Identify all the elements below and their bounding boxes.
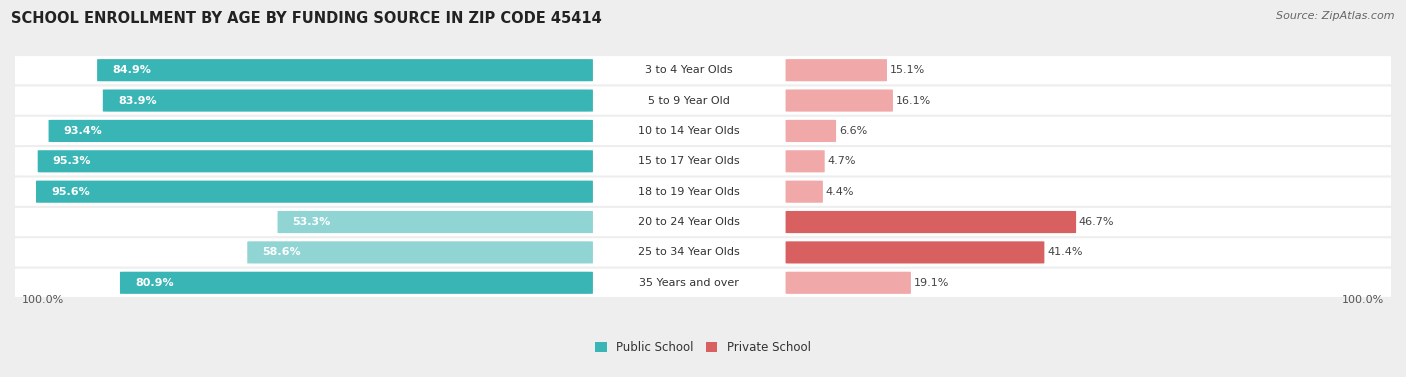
FancyBboxPatch shape [15,238,1391,267]
Text: 6.6%: 6.6% [839,126,868,136]
Text: 4.4%: 4.4% [825,187,855,197]
FancyBboxPatch shape [15,56,1391,84]
FancyBboxPatch shape [15,147,1391,175]
Text: 83.9%: 83.9% [118,95,156,106]
Legend: Public School, Private School: Public School, Private School [595,341,811,354]
FancyBboxPatch shape [37,181,593,203]
FancyBboxPatch shape [15,208,1391,236]
Text: 10 to 14 Year Olds: 10 to 14 Year Olds [638,126,740,136]
FancyBboxPatch shape [15,117,1391,145]
FancyBboxPatch shape [786,181,823,203]
FancyBboxPatch shape [15,269,1391,297]
Text: 80.9%: 80.9% [135,278,174,288]
Text: 18 to 19 Year Olds: 18 to 19 Year Olds [638,187,740,197]
FancyBboxPatch shape [786,89,893,112]
FancyBboxPatch shape [786,272,911,294]
Text: 84.9%: 84.9% [112,65,150,75]
Text: 15 to 17 Year Olds: 15 to 17 Year Olds [638,156,740,166]
FancyBboxPatch shape [786,211,1076,233]
FancyBboxPatch shape [247,241,593,264]
FancyBboxPatch shape [38,150,593,172]
FancyBboxPatch shape [15,178,1391,206]
Text: 41.4%: 41.4% [1047,247,1083,257]
Text: 3 to 4 Year Olds: 3 to 4 Year Olds [645,65,733,75]
Text: 100.0%: 100.0% [1341,296,1384,305]
Text: SCHOOL ENROLLMENT BY AGE BY FUNDING SOURCE IN ZIP CODE 45414: SCHOOL ENROLLMENT BY AGE BY FUNDING SOUR… [11,11,602,26]
FancyBboxPatch shape [786,150,825,172]
FancyBboxPatch shape [49,120,593,142]
Text: 25 to 34 Year Olds: 25 to 34 Year Olds [638,247,740,257]
Text: 93.4%: 93.4% [63,126,103,136]
Text: 4.7%: 4.7% [828,156,856,166]
FancyBboxPatch shape [277,211,593,233]
Text: Source: ZipAtlas.com: Source: ZipAtlas.com [1277,11,1395,21]
Text: 46.7%: 46.7% [1078,217,1115,227]
Text: 100.0%: 100.0% [22,296,65,305]
Text: 19.1%: 19.1% [914,278,949,288]
Text: 58.6%: 58.6% [263,247,301,257]
FancyBboxPatch shape [15,86,1391,115]
Text: 20 to 24 Year Olds: 20 to 24 Year Olds [638,217,740,227]
Text: 5 to 9 Year Old: 5 to 9 Year Old [648,95,730,106]
FancyBboxPatch shape [97,59,593,81]
FancyBboxPatch shape [103,89,593,112]
Text: 16.1%: 16.1% [896,95,931,106]
Text: 95.6%: 95.6% [51,187,90,197]
Text: 53.3%: 53.3% [292,217,330,227]
FancyBboxPatch shape [786,241,1045,264]
FancyBboxPatch shape [786,120,837,142]
Text: 95.3%: 95.3% [53,156,91,166]
Text: 35 Years and over: 35 Years and over [640,278,740,288]
Text: 15.1%: 15.1% [890,65,925,75]
FancyBboxPatch shape [786,59,887,81]
FancyBboxPatch shape [120,272,593,294]
